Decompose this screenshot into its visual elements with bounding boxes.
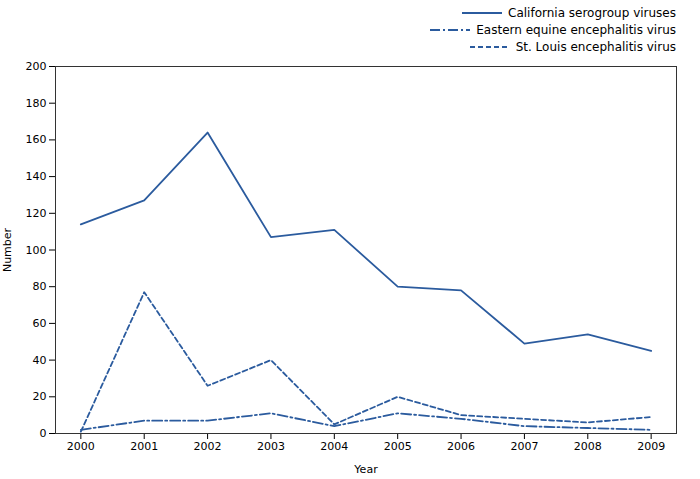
svg-text:40: 40 [33, 354, 47, 367]
svg-text:160: 160 [26, 133, 47, 146]
svg-text:Number: Number [1, 227, 14, 272]
html-text:California serogroup viruses: California serogroup viruses [508, 6, 676, 20]
svg-text:0: 0 [40, 427, 47, 440]
svg-text:200: 200 [26, 60, 47, 73]
svg-text:2002: 2002 [194, 440, 222, 453]
svg-text:2007: 2007 [510, 440, 538, 453]
svg-text:2009: 2009 [637, 440, 665, 453]
svg-text:100: 100 [26, 244, 47, 257]
svg-text:120: 120 [26, 207, 47, 220]
svg-text:2001: 2001 [130, 440, 158, 453]
svg-text:140: 140 [26, 170, 47, 183]
svg-text:2008: 2008 [574, 440, 602, 453]
html-text:St. Louis encephalitis virus: St. Louis encephalitis virus [515, 40, 676, 54]
svg-text:60: 60 [33, 317, 47, 330]
svg-text:Year: Year [353, 463, 378, 476]
html-text:Eastern equine encephalitis vi: Eastern equine encephalitis virus [476, 23, 676, 37]
svg-text:80: 80 [33, 280, 47, 293]
svg-text:2006: 2006 [447, 440, 475, 453]
svg-text:20: 20 [33, 390, 47, 403]
svg-text:180: 180 [26, 97, 47, 110]
svg-text:2005: 2005 [384, 440, 412, 453]
svg-text:2003: 2003 [257, 440, 285, 453]
svg-text:2004: 2004 [320, 440, 348, 453]
svg-text:2000: 2000 [67, 440, 95, 453]
